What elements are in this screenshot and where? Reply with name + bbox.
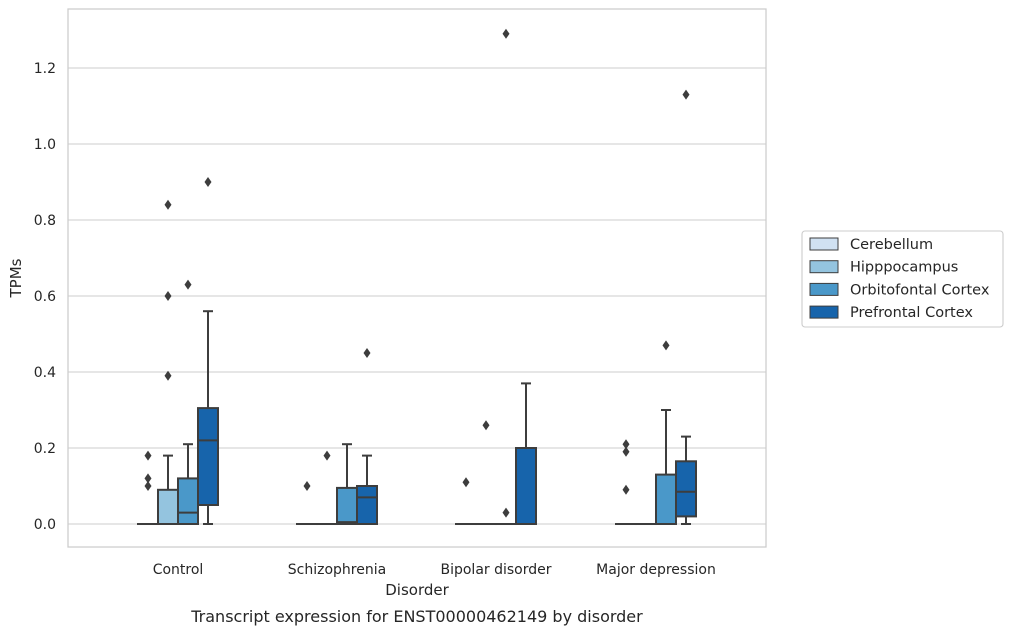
outlier-point <box>622 439 630 450</box>
x-tick-label: Bipolar disorder <box>440 562 551 578</box>
box-group <box>515 382 537 525</box>
y-tick-label: 1.2 <box>34 61 56 77</box>
box <box>515 447 537 525</box>
outlier-point <box>502 507 510 518</box>
plot-frame <box>67 8 767 548</box>
y-tick-label: 0.8 <box>34 213 56 229</box>
outlier-point <box>662 340 670 351</box>
box-group <box>336 443 358 525</box>
legend-label: Prefrontal Cortex <box>850 305 973 321</box>
box-group <box>475 420 497 526</box>
outlier-point <box>482 420 490 431</box>
x-tick-label: Major depression <box>596 562 716 578</box>
box <box>197 407 219 507</box>
outlier-point <box>164 199 172 210</box>
box-group <box>615 439 637 526</box>
legend-label: Orbitofontal Cortex <box>850 282 990 298</box>
box <box>157 488 179 525</box>
legend-swatch <box>809 282 839 296</box>
box-group <box>655 340 677 526</box>
legend: Cerebellum Hipppocampus Orbitofontal Corte… <box>801 230 1004 328</box>
outlier-point <box>164 291 172 301</box>
box-group <box>177 279 199 525</box>
y-tick-label: 0.6 <box>34 289 56 305</box>
outlier-point <box>144 481 152 491</box>
outlier-point <box>204 177 212 187</box>
box-group <box>316 450 338 526</box>
box <box>177 477 199 525</box>
y-tick-label: 0.4 <box>34 365 56 381</box>
box-group <box>157 199 179 525</box>
chart-caption: Transcript expression for ENST0000046214… <box>190 607 643 626</box>
outlier-point <box>303 481 311 491</box>
x-axis: Control Schizophrenia Bipolar disorder Majo… <box>153 562 716 578</box>
x-tick-label: Control <box>153 562 204 578</box>
gridlines <box>68 67 766 525</box>
box-group <box>675 89 697 525</box>
outlier-point <box>184 279 192 290</box>
outlier-point <box>363 348 371 358</box>
box <box>336 486 358 525</box>
legend-swatch <box>809 260 839 274</box>
box-group <box>356 348 378 525</box>
box-group <box>495 28 517 526</box>
legend-frame <box>801 230 1004 328</box>
outlier-point <box>323 450 331 461</box>
box <box>655 473 677 526</box>
outlier-point <box>622 484 630 495</box>
outlier-point <box>682 89 690 100</box>
legend-swatch <box>809 305 839 319</box>
box-group <box>455 477 477 526</box>
box-group <box>197 177 219 525</box>
box-group <box>296 481 318 526</box>
y-tick-label: 1.0 <box>34 137 56 153</box>
y-tick-label: 0.2 <box>34 441 56 457</box>
box-group <box>137 450 159 526</box>
y-tick-label: 0.0 <box>34 517 56 533</box>
x-axis-title: Disorder <box>385 581 449 599</box>
outlier-point <box>144 473 152 484</box>
outlier-point <box>622 446 630 457</box>
y-axis: 0.0 0.2 0.4 0.6 0.8 1.0 1.2 <box>34 61 56 533</box>
box <box>356 485 378 525</box>
y-axis-title: TPMs <box>7 258 25 298</box>
legend-label: Cerebellum <box>850 237 933 253</box>
outlier-point <box>164 370 172 381</box>
outlier-point <box>144 450 152 461</box>
x-tick-label: Schizophrenia <box>288 562 386 578</box>
outlier-point <box>502 28 510 39</box>
outlier-point <box>462 477 470 488</box>
legend-swatch <box>809 237 839 251</box>
legend-label: Hipppocampus <box>850 260 958 276</box>
box <box>675 460 697 518</box>
plot-marks <box>137 28 697 526</box>
